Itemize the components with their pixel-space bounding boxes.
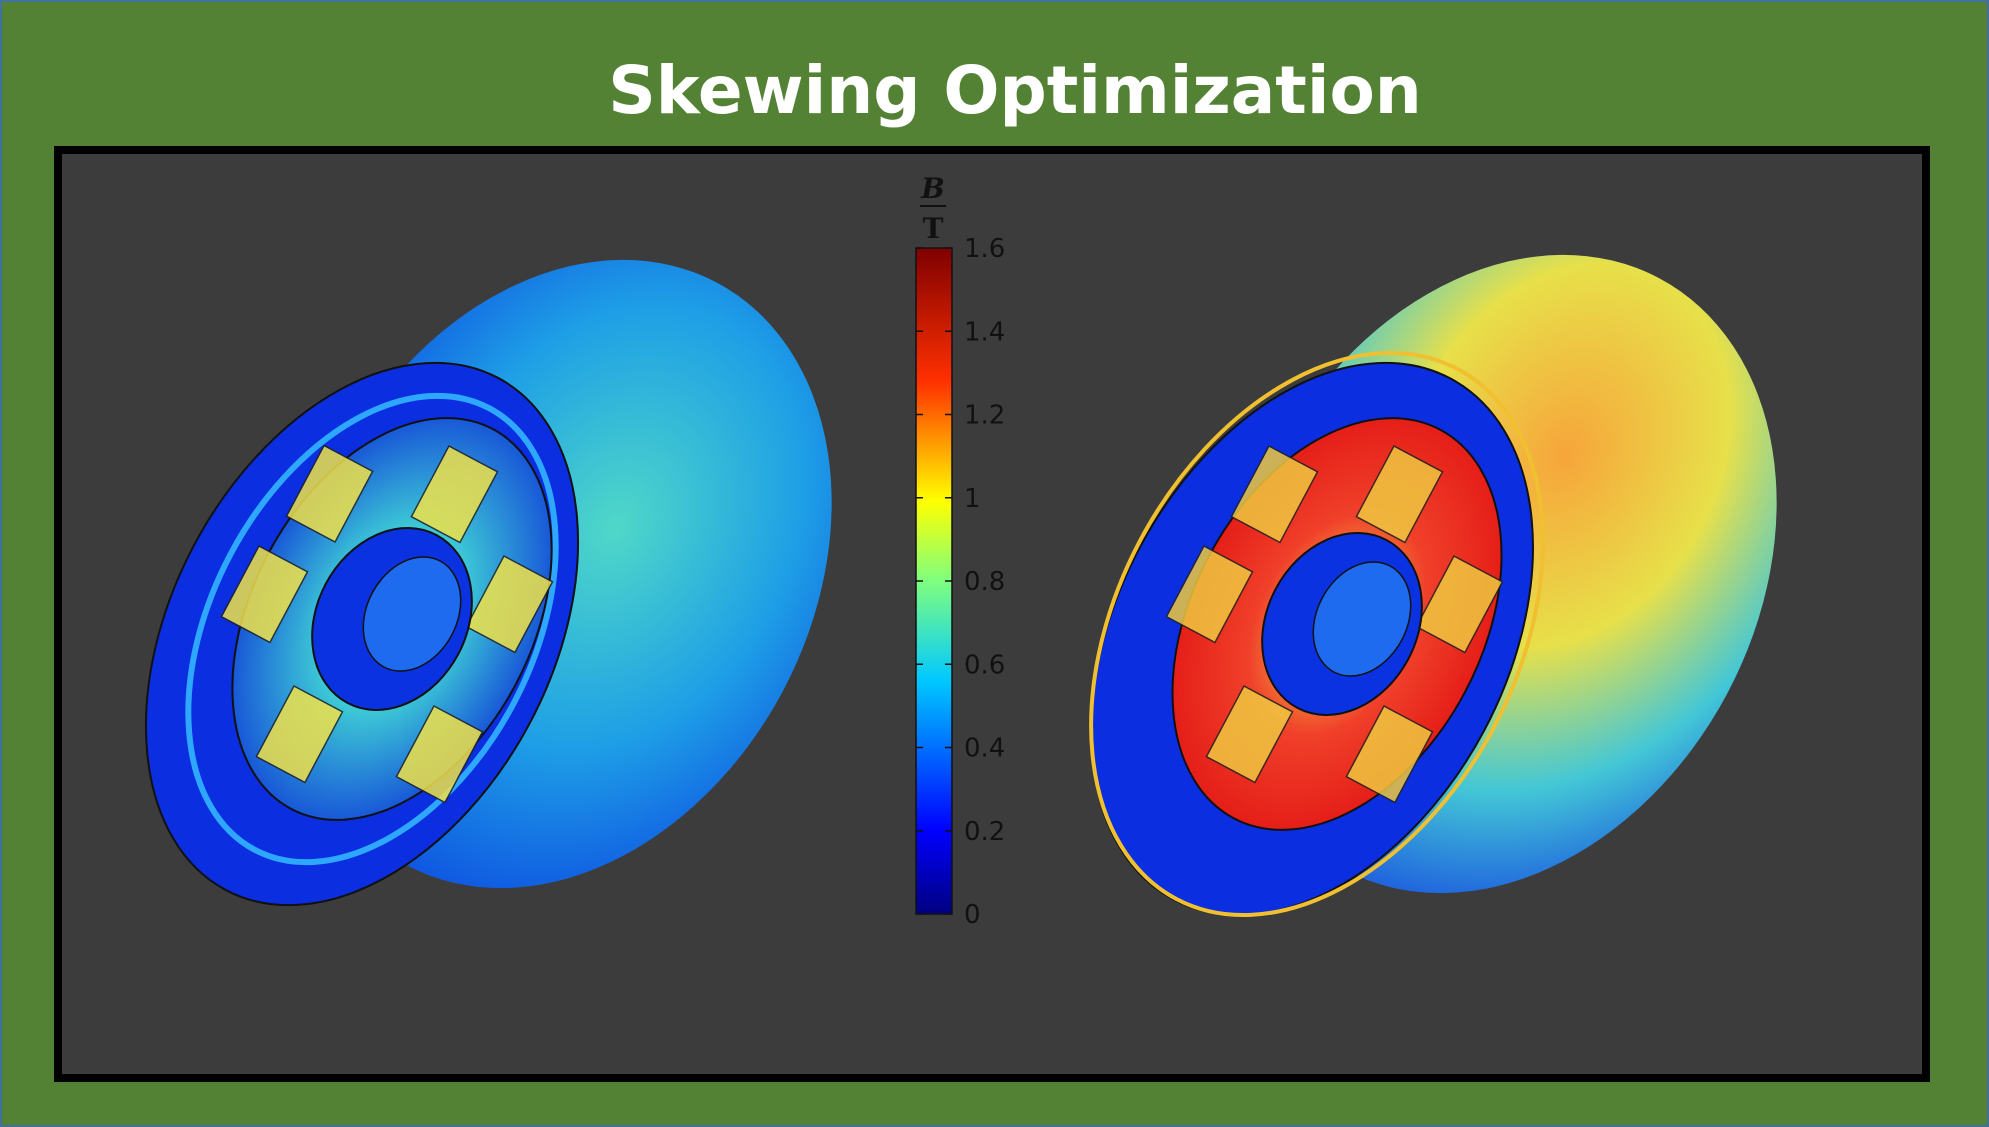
- colorbar-tick-label: 0.6: [964, 650, 1005, 680]
- colorbar-tick-label: 1.2: [964, 401, 1005, 431]
- colorbar-tick-label: 0: [964, 900, 981, 930]
- colorbar-tick-label: 1.6: [964, 234, 1005, 264]
- plot-panel: B T 1.6 1.4 1.2 1 0.8 0.6 0.4 0.2 0: [54, 146, 1930, 1082]
- colorbar-tick-label: 0.4: [964, 734, 1005, 764]
- colorbar-tick-label: 0.2: [964, 817, 1005, 847]
- colorbar-tick-label: 1.4: [964, 317, 1005, 347]
- page-title: Skewing Optimization: [608, 52, 1422, 129]
- colorbar: B T 1.6 1.4 1.2 1 0.8 0.6 0.4 0.2 0: [915, 172, 1005, 930]
- right-motor-image: [1089, 254, 1777, 918]
- colorbar-denominator: T: [923, 212, 944, 245]
- colorbar-numerator: B: [920, 172, 945, 205]
- colorbar-tick-label: 1: [964, 484, 981, 514]
- left-motor-image: [144, 259, 832, 907]
- plot-svg: B T 1.6 1.4 1.2 1 0.8 0.6 0.4 0.2 0: [144, 172, 1777, 930]
- colorbar-tick-label: 0.8: [964, 567, 1005, 597]
